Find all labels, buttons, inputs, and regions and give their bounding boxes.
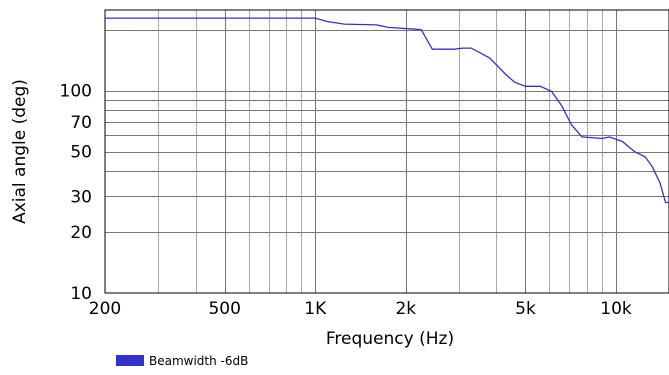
x-tick-label: 2k (395, 299, 416, 319)
y-tick-label: 10 (70, 284, 92, 304)
x-tick-label: 1K (304, 299, 327, 319)
x-tick-label: 200 (89, 299, 121, 319)
x-tick-labels: 200 500 1K 2k 5k 10k (89, 299, 632, 319)
series-line (105, 17, 669, 204)
y-tick-label: 50 (70, 143, 92, 163)
series-lines (105, 17, 669, 204)
x-axis-title: Frequency (Hz) (326, 329, 454, 349)
y-tick-label: 30 (70, 187, 92, 207)
y-axis-title: Axial angle (deg) (10, 79, 30, 224)
legend-swatch (116, 355, 144, 366)
x-tick-label: 10k (600, 299, 632, 319)
grid-lines (105, 10, 669, 293)
y-tick-label: 20 (70, 223, 92, 243)
y-tick-labels: 10 20 30 50 70 100 (60, 82, 92, 304)
legend-label: Beamwidth -6dB (149, 354, 248, 368)
legend: Beamwidth -6dB (116, 354, 248, 368)
y-tick-label: 100 (60, 82, 92, 102)
y-tick-label: 70 (70, 113, 92, 133)
plot-area-frame (104, 9, 669, 294)
x-tick-label: 5k (515, 299, 536, 319)
x-tick-label: 500 (208, 299, 240, 319)
